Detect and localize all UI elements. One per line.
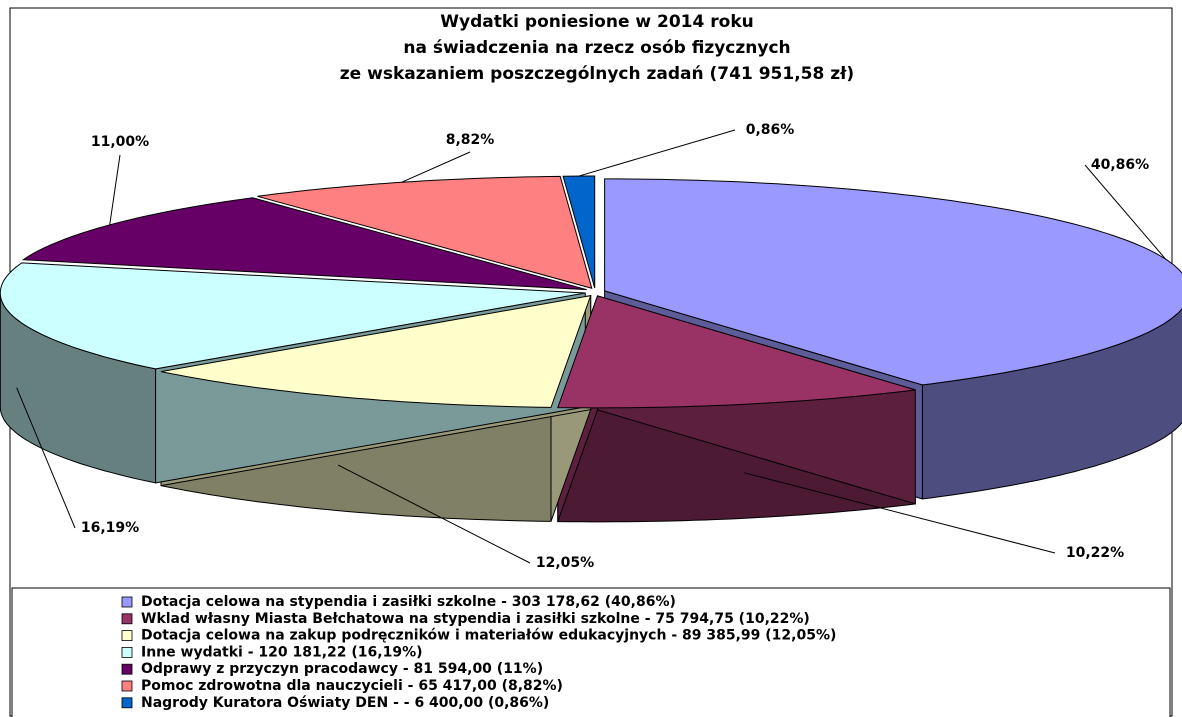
chart-title: Wydatki poniesione w 2014 roku [440,12,753,32]
data-label: 11,00% [91,134,149,150]
leader-line [16,387,76,529]
leader-line [578,129,736,177]
pie-slice [21,197,587,291]
data-label: 16,19% [81,520,139,536]
legend-label: Odprawy z przyczyn pracodawcy - 81 594,0… [141,661,543,677]
legend-label: Dotacja celowa na zakup podręczników i m… [141,628,836,644]
pie-slice [160,294,592,408]
legend-label: Wklad własny Miasta Bełchatowa na stypen… [141,611,810,627]
leader-line [109,154,121,225]
legend-swatch [121,630,133,641]
chart-title: na świadczenia na rzecz osób fizycznych [403,38,790,58]
legend-label: Inne wydatki - 120 181,22 (16,19%) [141,644,423,660]
pie-slice [0,262,586,370]
leader-line [1084,164,1167,260]
data-label: 0,86% [746,122,795,138]
pie-slice [557,295,916,409]
legend-swatch [121,613,133,625]
legend-label: Nagrody Kuratora Oświaty DEN - - 6 400,0… [141,695,549,711]
legend-label: Pomoc zdrowotna dla nauczycieli - 65 417… [141,678,563,694]
legend-swatch [121,596,133,608]
leader-line [401,151,471,183]
leader-line [337,464,531,564]
legend-swatch [121,697,133,709]
pie-slice [604,178,1182,386]
data-label: 40,86% [1091,157,1149,173]
legend-label: Dotacja celowa na stypendia i zasiłki sz… [141,594,676,610]
chart-title: ze wskazaniem poszczególnych zadań (741 … [340,64,854,84]
legend-swatch [121,680,133,692]
data-label: 12,05% [536,555,594,571]
legend-swatch [121,663,133,675]
data-label: 8,82% [446,132,495,148]
leader-line [743,472,1056,554]
legend-box [11,587,1171,717]
legend-swatch [121,647,133,658]
data-label: 10,22% [1066,545,1124,561]
